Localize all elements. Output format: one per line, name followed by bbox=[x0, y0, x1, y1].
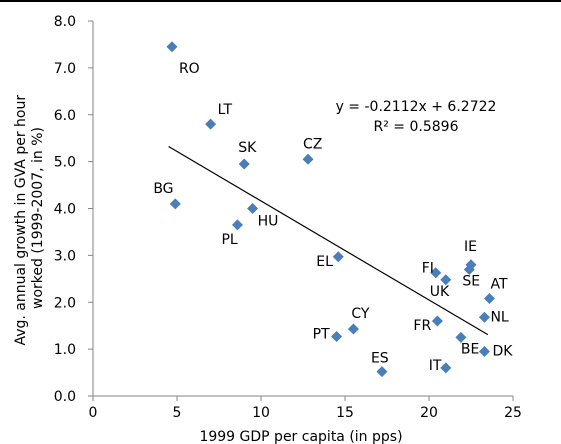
x-tick-label: 0 bbox=[89, 405, 98, 421]
y-tick-label: 1.0 bbox=[54, 342, 76, 358]
point-label-ie: IE bbox=[464, 239, 477, 255]
y-axis-label-line1: Avg. annual growth in GVA per hour bbox=[13, 95, 29, 346]
point-label-pl: PL bbox=[221, 232, 237, 248]
data-point-lt bbox=[205, 118, 217, 130]
point-label-at: AT bbox=[490, 277, 507, 293]
data-point-fr bbox=[431, 315, 443, 327]
data-point-fi bbox=[430, 267, 442, 279]
y-tick-label: 6.0 bbox=[54, 108, 76, 124]
y-tick-label: 4.0 bbox=[54, 202, 76, 218]
point-label-uk: UK bbox=[430, 284, 450, 300]
data-point-bg bbox=[169, 198, 181, 210]
data-point-it bbox=[440, 362, 452, 374]
trendline-equation: y = -0.2112x + 6.2722 bbox=[336, 99, 497, 115]
y-axis-label-line2: worked (1999-2007, in %) bbox=[30, 127, 46, 309]
point-label-hu: HU bbox=[258, 214, 279, 230]
data-point-cy bbox=[347, 323, 359, 335]
point-label-lt: LT bbox=[218, 102, 233, 118]
y-tick-label: 3.0 bbox=[54, 248, 76, 264]
axis-ticks: 0 5 10 15 20 25 0.0 1.0 2.0 3.0 4.0 5.0 6.0 7.0 8.0 bbox=[54, 14, 522, 421]
y-tick-label: 7.0 bbox=[54, 61, 76, 77]
y-tick-label: 0.0 bbox=[54, 389, 76, 405]
x-tick-label: 15 bbox=[336, 405, 354, 421]
x-tick-label: 20 bbox=[420, 405, 438, 421]
data-points: RO LT SK CZ BG HU PL EL FI IE SE UK AT NL FR CY PT BE DK ES… bbox=[153, 41, 513, 378]
data-point-sk bbox=[238, 158, 250, 170]
point-label-it: IT bbox=[429, 358, 442, 374]
y-axis-label: Avg. annual growth in GVA per hour worke… bbox=[13, 90, 46, 345]
x-axis-label: 1999 GDP per capita (in pps) bbox=[199, 429, 402, 444]
point-label-be: BE bbox=[461, 341, 479, 357]
data-point-cz bbox=[302, 153, 314, 165]
x-tick-label: 25 bbox=[504, 405, 522, 421]
chart-axes bbox=[92, 21, 513, 397]
point-label-el: EL bbox=[316, 254, 333, 270]
point-label-pt: PT bbox=[313, 326, 330, 342]
data-point-se bbox=[463, 263, 475, 275]
y-tick-label: 2.0 bbox=[54, 295, 76, 311]
point-label-ro: RO bbox=[179, 61, 200, 77]
data-point-be bbox=[455, 331, 467, 343]
point-label-fi: FI bbox=[422, 261, 434, 277]
data-point-at bbox=[483, 293, 495, 304]
point-label-fr: FR bbox=[413, 318, 431, 334]
trendline bbox=[168, 146, 489, 336]
point-label-cy: CY bbox=[351, 306, 370, 322]
point-label-nl: NL bbox=[490, 309, 508, 325]
point-label-bg: BG bbox=[153, 181, 173, 197]
data-point-uk bbox=[440, 274, 452, 286]
data-point-hu bbox=[247, 203, 259, 214]
data-point-pt bbox=[331, 330, 343, 342]
data-point-pl bbox=[231, 219, 243, 231]
data-point-nl bbox=[478, 311, 490, 323]
y-tick-label: 5.0 bbox=[54, 155, 76, 171]
point-label-sk: SK bbox=[238, 140, 257, 156]
trendline-r-squared: R² = 0.5896 bbox=[374, 119, 459, 135]
x-tick-label: 10 bbox=[252, 405, 270, 421]
y-tick-label: 8.0 bbox=[54, 14, 76, 30]
data-point-el bbox=[332, 251, 344, 263]
data-point-ro bbox=[166, 41, 178, 53]
data-point-es bbox=[376, 366, 388, 378]
point-label-se: SE bbox=[462, 273, 480, 289]
point-label-es: ES bbox=[371, 351, 389, 367]
point-label-cz: CZ bbox=[303, 136, 322, 152]
x-tick-label: 5 bbox=[173, 405, 182, 421]
top-rule bbox=[0, 0, 561, 2]
point-label-dk: DK bbox=[492, 343, 513, 359]
data-point-dk bbox=[478, 345, 490, 357]
